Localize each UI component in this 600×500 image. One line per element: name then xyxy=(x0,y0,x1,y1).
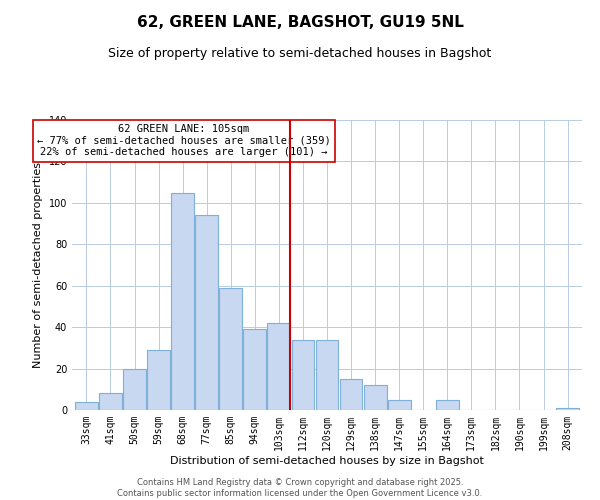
Bar xyxy=(316,340,338,410)
Text: 62, GREEN LANE, BAGSHOT, GU19 5NL: 62, GREEN LANE, BAGSHOT, GU19 5NL xyxy=(137,15,463,30)
Bar xyxy=(195,216,218,410)
Text: 62 GREEN LANE: 105sqm
← 77% of semi-detached houses are smaller (359)
22% of sem: 62 GREEN LANE: 105sqm ← 77% of semi-deta… xyxy=(37,124,331,158)
Bar xyxy=(75,402,98,410)
Bar xyxy=(556,408,579,410)
Bar xyxy=(340,379,362,410)
Bar xyxy=(147,350,170,410)
Text: Size of property relative to semi-detached houses in Bagshot: Size of property relative to semi-detach… xyxy=(109,48,491,60)
Bar xyxy=(99,394,122,410)
Bar xyxy=(244,329,266,410)
Bar xyxy=(268,323,290,410)
Y-axis label: Number of semi-detached properties: Number of semi-detached properties xyxy=(33,162,43,368)
X-axis label: Distribution of semi-detached houses by size in Bagshot: Distribution of semi-detached houses by … xyxy=(170,456,484,466)
Bar xyxy=(171,192,194,410)
Text: Contains HM Land Registry data © Crown copyright and database right 2025.
Contai: Contains HM Land Registry data © Crown c… xyxy=(118,478,482,498)
Bar xyxy=(388,400,410,410)
Bar xyxy=(123,368,146,410)
Bar xyxy=(436,400,459,410)
Bar xyxy=(292,340,314,410)
Bar xyxy=(364,385,386,410)
Bar xyxy=(220,288,242,410)
